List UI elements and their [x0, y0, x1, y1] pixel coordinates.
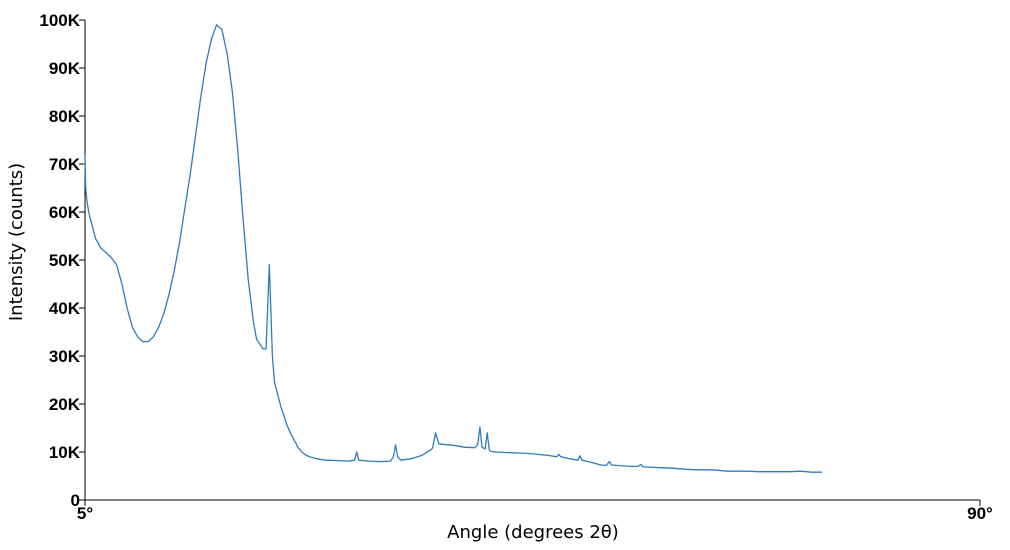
y-tick-label: 100K	[39, 11, 80, 30]
y-tick-label: 60K	[49, 203, 81, 222]
y-tick-label: 80K	[49, 107, 81, 126]
y-axis: 0 10K 20K 30K 40K 50K 60K 70K 80K 90K 100K	[39, 11, 86, 510]
series-line	[84, 24, 823, 473]
x-tick-label: 5°	[77, 504, 93, 523]
x-tick-label: 90°	[967, 504, 993, 523]
y-tick-label: 50K	[49, 251, 81, 270]
x-axis-title: Angle (degrees 2θ)	[447, 522, 619, 543]
x-axis: 5° 90°	[77, 499, 993, 523]
y-tick-label: 30K	[49, 347, 81, 366]
y-tick-label: 90K	[49, 59, 81, 78]
y-tick-label: 40K	[49, 299, 81, 318]
series-group	[84, 24, 823, 473]
y-tick-label: 70K	[49, 155, 81, 174]
y-tick-label: 10K	[49, 443, 81, 462]
y-tick-label: 20K	[49, 395, 81, 414]
y-tick-label: 0	[71, 491, 80, 510]
y-axis-title: Intensity (counts)	[6, 163, 27, 321]
